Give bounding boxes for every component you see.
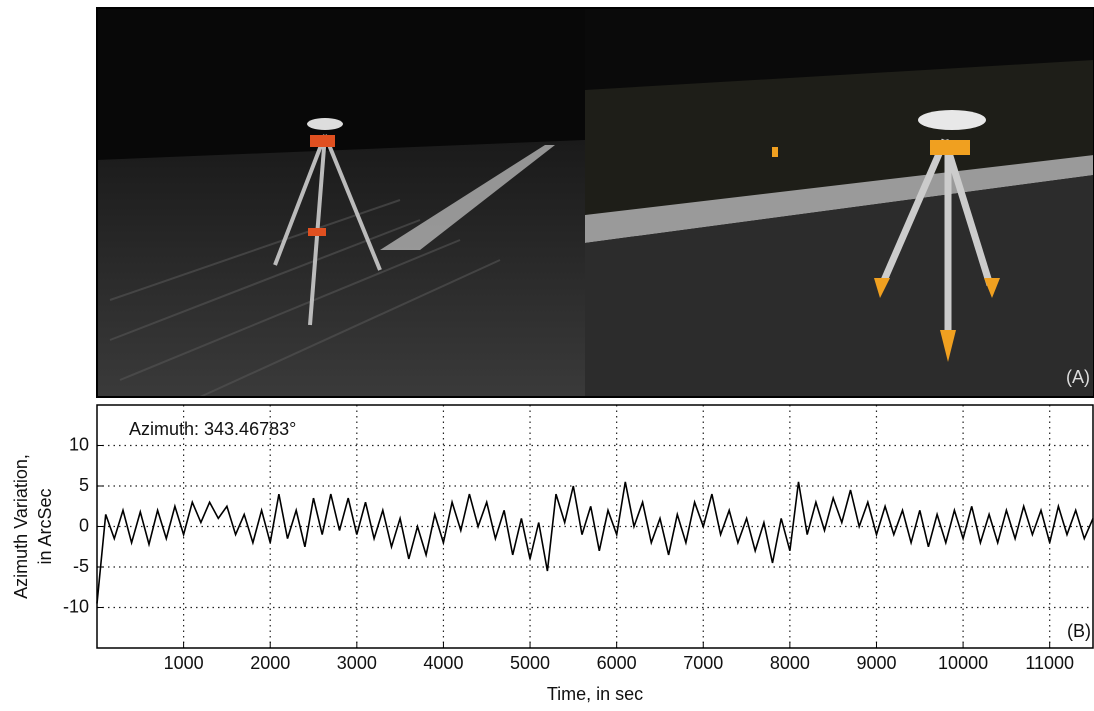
x-tick-label: 2000 [250,653,290,673]
photo-label: (A) [1066,367,1090,387]
photo-left [97,8,585,397]
y-tick-label: 10 [69,434,89,454]
x-tick-label: 11000 [1025,653,1074,673]
annotation: Azimuth: 343.46783° [129,419,296,439]
panel-label: (B) [1067,621,1091,641]
y-tick-label: -10 [63,596,89,616]
x-axis-label: Time, in sec [547,684,643,704]
x-tick-label: 4000 [423,653,463,673]
x-tick-label: 1000 [164,653,204,673]
x-tick-label: 9000 [856,653,896,673]
x-tick-label: 8000 [770,653,810,673]
y-tick-label: 5 [79,475,89,495]
chart: -10 -5 0 5 10 1000 2000 3000 4000 5000 6000 7000 800… [11,405,1093,704]
x-tick-label: 7000 [683,653,723,673]
y-axis-label: Azimuth Variation, [11,454,31,599]
x-tick-label: 10000 [938,653,988,673]
photo-right: (A) [585,8,1094,397]
x-tick-label: 6000 [597,653,637,673]
x-tick-label: 5000 [510,653,550,673]
y-tick-label: -5 [73,556,89,576]
y-axis-label: in ArcSec [35,488,55,564]
figure: (A) -10 -5 0 5 10 1000 2000 3000 4000 5000 6000 700… [0,0,1094,711]
y-tick-label: 0 [79,515,89,535]
series-line [97,482,1093,604]
x-tick-label: 3000 [337,653,377,673]
page: (A) -10 -5 0 5 10 1000 2000 3000 4000 5000 6000 700… [0,0,1094,711]
